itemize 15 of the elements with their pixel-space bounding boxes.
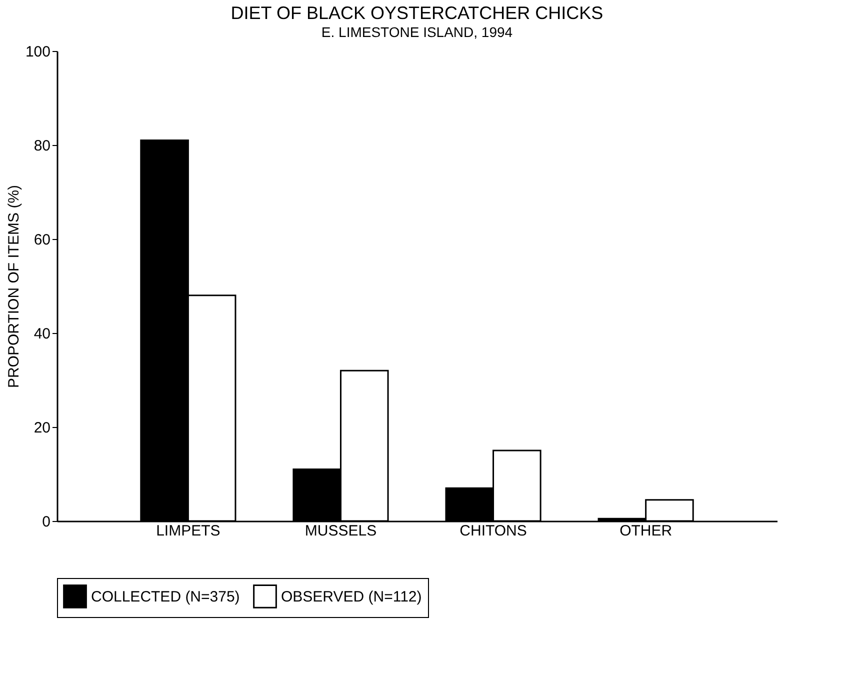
x-tick-label: LIMPETS: [156, 522, 220, 540]
y-tick-label: 60: [34, 232, 50, 248]
x-tick-label: MUSSELS: [304, 522, 377, 540]
y-tick-label: 100: [25, 44, 50, 60]
chart-title: DIET OF BLACK OYSTERCATCHER CHICKS: [230, 3, 604, 23]
y-axis-title: PROPORTION OF ITEMS (%): [5, 184, 22, 388]
x-tick-label: OTHER: [620, 522, 672, 540]
y-tick-label: 20: [34, 420, 50, 436]
x-tick-label: CHITONS: [460, 522, 527, 540]
legend-label: OBSERVED (N=112): [281, 588, 422, 606]
chart-subtitle: E. LIMESTONE ISLAND, 1994: [321, 24, 513, 40]
y-tick-label: 80: [34, 138, 50, 154]
y-tick-label: 40: [34, 326, 50, 342]
legend-label: COLLECTED (N=375): [91, 588, 240, 606]
y-tick-label: 0: [42, 514, 50, 530]
